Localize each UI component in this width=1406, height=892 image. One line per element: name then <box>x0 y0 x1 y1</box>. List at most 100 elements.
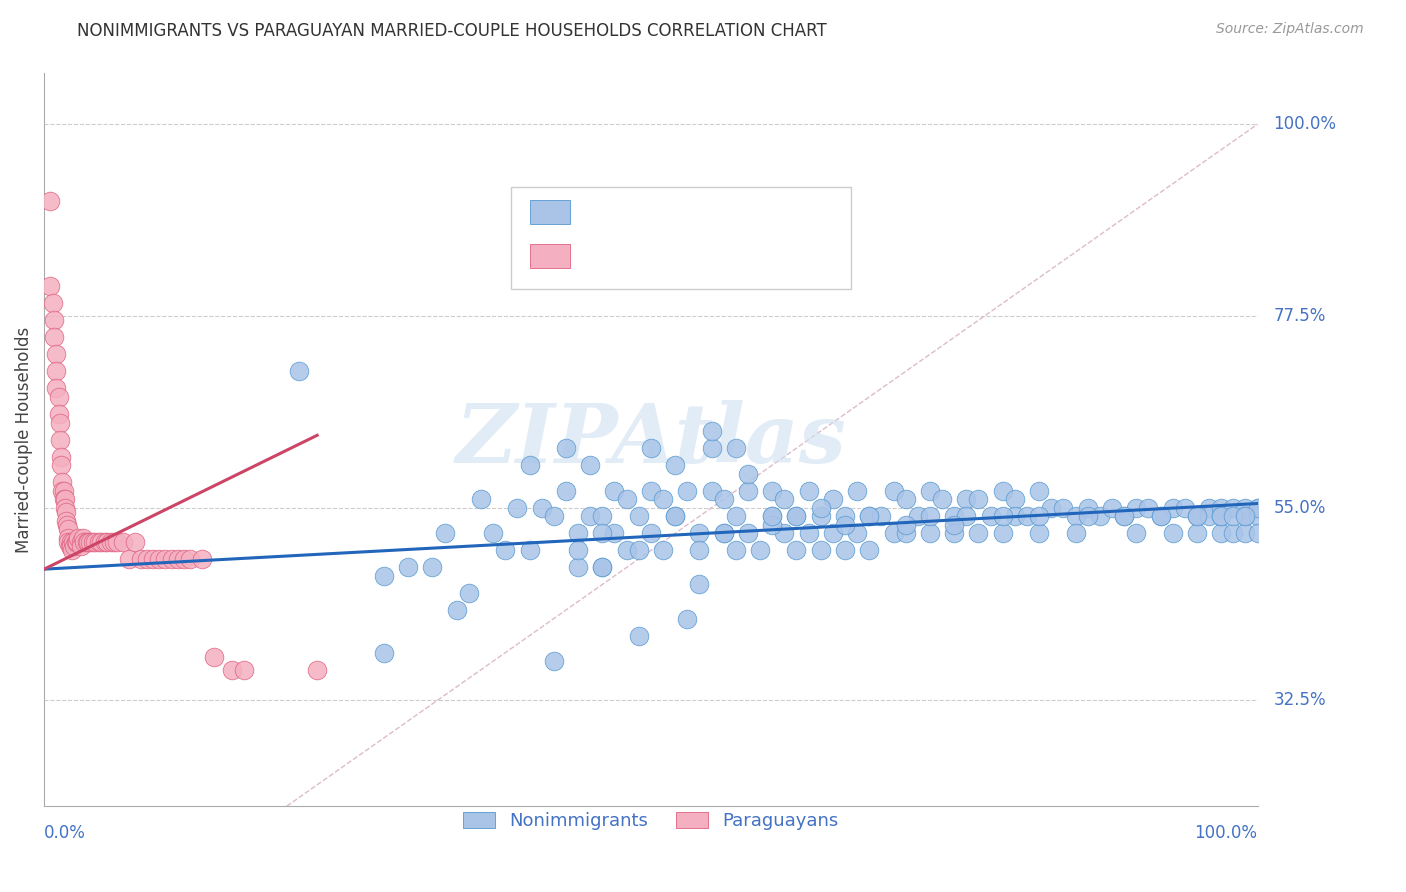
Point <box>1174 500 1197 515</box>
Point <box>530 500 553 515</box>
Text: 100.0%: 100.0% <box>1274 115 1336 133</box>
Text: 0.0%: 0.0% <box>44 824 86 842</box>
Y-axis label: Married-couple Households: Married-couple Households <box>15 326 32 553</box>
Point <box>53 500 76 515</box>
Point <box>652 543 675 558</box>
Point <box>955 509 977 524</box>
Legend: Nonimmigrants, Paraguayans: Nonimmigrants, Paraguayans <box>456 805 846 838</box>
Point <box>991 526 1014 541</box>
Point <box>58 539 80 553</box>
Point <box>39 194 62 208</box>
Point <box>579 509 602 524</box>
Point <box>700 483 723 498</box>
Point <box>567 543 589 558</box>
Point <box>39 279 62 293</box>
Point <box>373 646 395 660</box>
Point <box>67 531 90 545</box>
Point <box>1234 526 1257 541</box>
Point <box>640 441 662 455</box>
Point <box>56 517 79 532</box>
Point <box>1246 509 1268 524</box>
Point <box>166 552 188 566</box>
Point <box>58 522 80 536</box>
Point <box>737 467 759 481</box>
Point <box>810 509 832 524</box>
Point <box>55 505 77 519</box>
Point <box>155 552 177 566</box>
Point <box>446 603 468 617</box>
Point <box>1185 509 1208 524</box>
Point <box>858 509 880 524</box>
Point <box>591 526 613 541</box>
Point <box>1211 509 1233 524</box>
Point <box>87 534 110 549</box>
Text: N =: N = <box>717 247 758 265</box>
Point <box>1234 509 1257 524</box>
Point <box>1211 526 1233 541</box>
Point <box>664 458 686 472</box>
Point <box>202 649 225 664</box>
Text: 0.135: 0.135 <box>637 203 688 221</box>
Point <box>1149 509 1171 524</box>
Point <box>1185 509 1208 524</box>
Point <box>1246 500 1268 515</box>
Point <box>834 543 856 558</box>
Text: N =: N = <box>717 203 758 221</box>
Point <box>797 483 820 498</box>
Point <box>1125 526 1147 541</box>
Point <box>124 534 146 549</box>
Point <box>1234 509 1257 524</box>
Point <box>63 539 86 553</box>
Point <box>713 492 735 507</box>
Point <box>433 526 456 541</box>
Point <box>821 526 844 541</box>
Point <box>90 534 112 549</box>
Point <box>870 509 893 524</box>
Point <box>373 569 395 583</box>
Point <box>1101 500 1123 515</box>
Point <box>761 483 783 498</box>
FancyBboxPatch shape <box>530 244 569 268</box>
Point <box>785 509 807 524</box>
Point <box>76 534 98 549</box>
Point <box>737 483 759 498</box>
Point <box>616 543 638 558</box>
Point <box>883 526 905 541</box>
Point <box>52 483 75 498</box>
Point <box>160 552 183 566</box>
Point <box>1222 509 1244 524</box>
Point <box>894 526 917 541</box>
Point <box>62 534 84 549</box>
Point <box>48 390 70 404</box>
Point <box>42 330 65 344</box>
Point <box>51 483 73 498</box>
Point <box>96 534 118 549</box>
Text: 0.265: 0.265 <box>637 247 688 265</box>
Point <box>991 483 1014 498</box>
Point <box>65 534 87 549</box>
Point <box>1198 500 1220 515</box>
Point <box>66 534 89 549</box>
Point <box>955 492 977 507</box>
Text: ZIPAtlas: ZIPAtlas <box>456 400 846 480</box>
Point <box>1077 500 1099 515</box>
Point <box>49 450 72 464</box>
Point <box>773 492 796 507</box>
Point <box>1004 509 1026 524</box>
Point <box>664 509 686 524</box>
Point <box>894 492 917 507</box>
Point <box>58 534 80 549</box>
Point <box>1125 500 1147 515</box>
FancyBboxPatch shape <box>530 200 569 225</box>
Point <box>591 560 613 574</box>
Point <box>894 517 917 532</box>
Point <box>640 483 662 498</box>
Point <box>1137 500 1160 515</box>
Point <box>749 543 772 558</box>
Point <box>49 458 72 472</box>
Point <box>688 526 710 541</box>
Point <box>603 483 626 498</box>
Point <box>396 560 419 574</box>
Point <box>60 543 83 558</box>
Point <box>773 526 796 541</box>
